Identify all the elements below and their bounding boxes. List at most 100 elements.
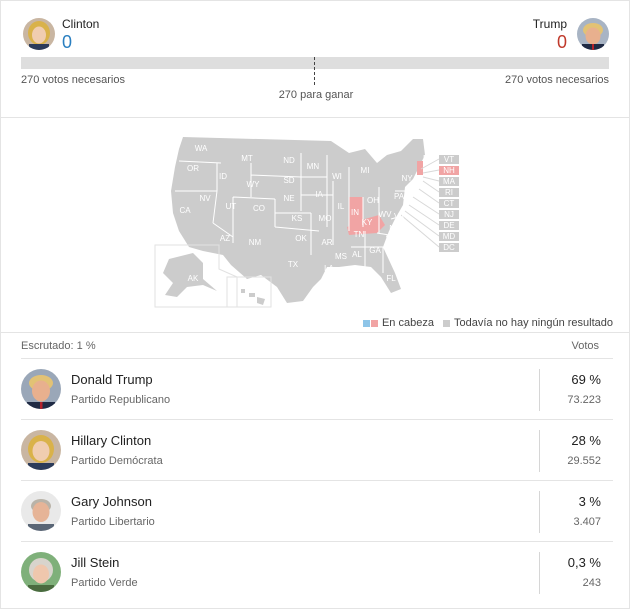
state-label-mi: MI: [361, 166, 370, 175]
candidate-percentage: 28 %: [571, 433, 601, 448]
legend-swatch-rep-leading: [370, 319, 378, 327]
state-label-ny: NY: [401, 174, 413, 183]
row-divider: [539, 552, 540, 594]
state-label-nh: NH: [443, 166, 455, 175]
state-box-nj: [439, 210, 459, 219]
votes-column-header: Votos: [571, 340, 599, 352]
state-label-co: CO: [253, 204, 265, 213]
state-label-va: VA: [394, 212, 405, 221]
state-label-az: AZ: [220, 234, 230, 243]
candidate-party: Partido Republicano: [71, 394, 171, 406]
state-label-mt: MT: [241, 154, 253, 163]
state-label-ct: CT: [444, 199, 455, 208]
us-map-svg: WA OR CA ID NV AZ MT WY UT CO NM ND SD NE KS OK TX MN IA MO…: [154, 137, 459, 308]
row-divider: [539, 430, 540, 472]
state-label-al: AL: [352, 250, 362, 259]
state-label-la: LA: [324, 264, 334, 273]
row-divider: [539, 369, 540, 411]
state-label-ia: IA: [315, 190, 323, 199]
votes-to-win: 270 para ganar: [278, 89, 354, 101]
state-box-md: [439, 232, 459, 241]
state-label-nm: NM: [249, 238, 262, 247]
state-box-nh: [439, 166, 459, 175]
state-label-ne: NE: [283, 194, 294, 203]
state-label-sc: SC: [385, 234, 396, 243]
state-label-wa: WA: [195, 144, 208, 153]
state-label-md: MD: [443, 232, 456, 241]
state-label-sd: SD: [283, 176, 294, 185]
state-label-ms: MS: [335, 252, 347, 261]
candidate-party: Partido Demócrata: [71, 455, 163, 467]
candidate-votes: 73.223: [567, 394, 601, 406]
state-label-vt: VT: [444, 155, 454, 164]
state-box-dc: [439, 243, 459, 252]
state-label-me: ME: [423, 154, 435, 163]
state-label-nj: NJ: [444, 210, 454, 219]
trump-photo: [21, 369, 61, 409]
clinton-label: Clinton: [62, 17, 100, 31]
trump-avatar: [577, 18, 609, 50]
row-divider: [539, 491, 540, 533]
state-box-ri: [439, 188, 459, 197]
candidate-votes: 29.552: [567, 455, 601, 467]
state-label-wi: WI: [332, 172, 342, 181]
clinton-electoral-score: 0: [62, 32, 73, 52]
trump-label: Trump: [532, 17, 567, 31]
legend-leading-label: En cabeza: [381, 317, 434, 329]
trump-votes-needed: 270 votos necesarios: [505, 74, 609, 86]
state-label-wy: WY: [247, 180, 261, 189]
state-label-ok: OK: [295, 234, 307, 243]
candidate-percentage: 3 %: [578, 494, 601, 509]
state-label-il: IL: [338, 202, 345, 211]
northeast-state-boxes: [400, 155, 459, 252]
mainland-shape: [171, 137, 425, 303]
clinton-avatar: [23, 18, 55, 50]
state-label-ky: KY: [362, 218, 373, 227]
counted-percentage: Escrutado: 1 %: [21, 340, 96, 352]
trump-electoral-score: 0: [556, 32, 567, 52]
results-header: Escrutado: 1 % Votos: [1, 334, 630, 358]
electoral-progress-bar: [21, 57, 609, 69]
candidate-votes: 243: [582, 577, 601, 589]
stein-photo: [21, 552, 61, 592]
clinton-photo: [21, 430, 61, 470]
state-label-nc: NC: [389, 224, 401, 233]
state-label-nv: NV: [199, 194, 211, 203]
state-label-tx: TX: [288, 260, 299, 269]
us-electoral-map: WA OR CA ID NV AZ MT WY UT CO NM ND SD NE KS OK TX MN IA MO…: [1, 119, 630, 333]
candidate-row: Donald Trump Partido Republicano 69 % 73…: [21, 358, 613, 419]
clinton-votes-needed: 270 votos necesarios: [21, 74, 125, 86]
state-box-ct: [439, 199, 459, 208]
candidate-party: Partido Verde: [71, 577, 138, 589]
hawaii-inset-frame: [226, 276, 272, 308]
state-label-wv: WV: [379, 210, 393, 219]
state-label-mn: MN: [307, 162, 320, 171]
state-label-pa: PA: [394, 192, 405, 201]
candidate-votes: 3.407: [573, 516, 601, 528]
state-label-ga: GA: [369, 246, 381, 255]
state-label-or: OR: [187, 164, 199, 173]
candidate-name: Gary Johnson: [71, 494, 152, 509]
state-shape-hi: [241, 289, 265, 305]
candidate-row: Gary Johnson Partido Libertario 3 % 3.40…: [21, 480, 613, 541]
candidate-name: Jill Stein: [71, 555, 120, 570]
legend-swatch-no-result: [443, 319, 451, 327]
state-shape-ky: [347, 215, 385, 235]
state-shape-in: [349, 197, 363, 227]
legend-no-result-label: Todavía no hay ningún resultado: [453, 317, 613, 329]
state-label-nd: ND: [283, 156, 295, 165]
state-label-oh: OH: [367, 196, 379, 205]
state-label-dc: DC: [443, 243, 455, 252]
state-label-ri: RI: [445, 188, 453, 197]
electoral-votes-header: Clinton 0 Trump 0 270 votos necesarios 2…: [1, 1, 630, 118]
candidate-name: Donald Trump: [71, 372, 153, 387]
state-label-tn: TN: [354, 230, 365, 239]
state-label-hi: HI: [241, 294, 249, 303]
state-label-de: DE: [443, 221, 454, 230]
candidate-row: Jill Stein Partido Verde 0,3 % 243: [21, 541, 613, 602]
candidate-percentage: 0,3 %: [567, 555, 601, 570]
state-label-ar: AR: [321, 238, 332, 247]
candidate-row: Hillary Clinton Partido Demócrata 28 % 2…: [21, 419, 613, 480]
state-label-fl: FL: [386, 274, 396, 283]
